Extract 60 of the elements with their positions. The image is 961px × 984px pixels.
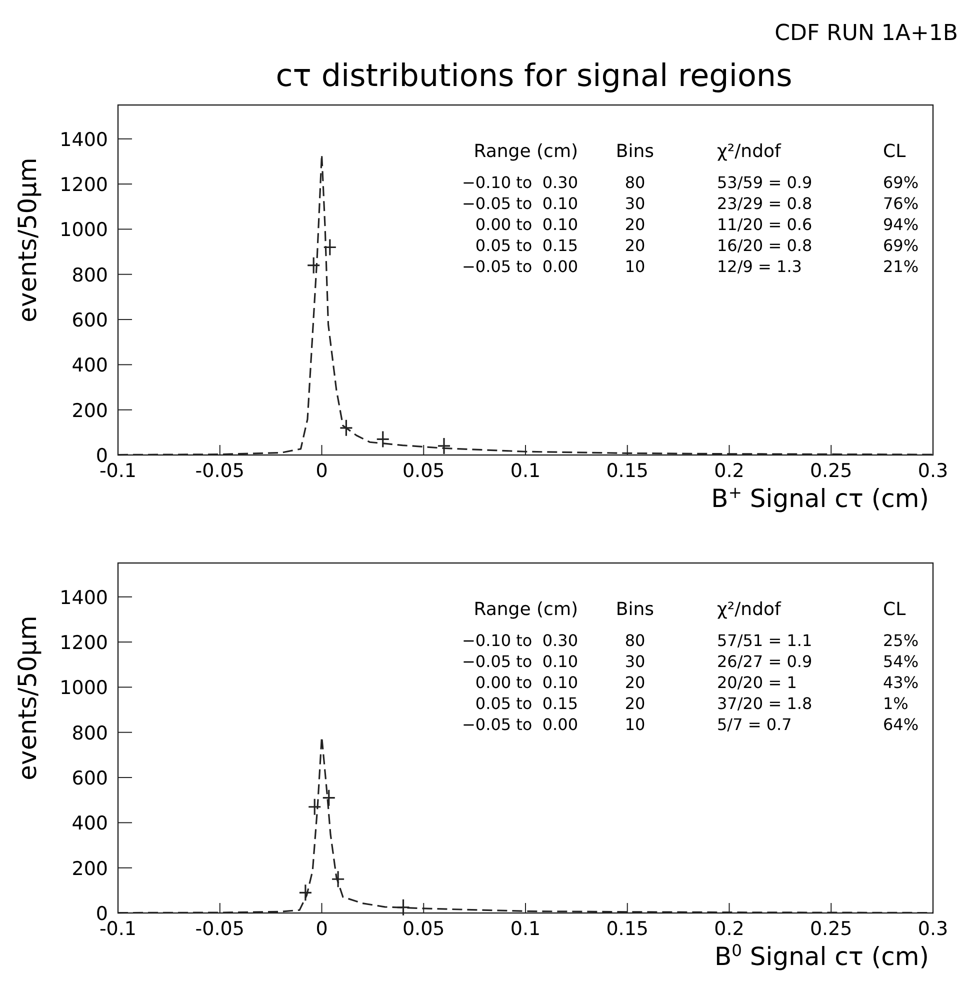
text: −0.05 to 0.00 10 5/7 = 0.7 64% (462, 715, 919, 734)
y-tick-label: 0 (96, 445, 108, 467)
point (376, 430, 390, 448)
y-tick-label: 800 (72, 722, 108, 744)
x-tick-label: 0.05 (402, 460, 445, 482)
x-tick-label: 0 (316, 918, 328, 940)
y-tick-label: 1000 (60, 677, 108, 700)
point (323, 238, 337, 256)
text: 0.05 to 0.15 20 16/20 = 0.8 69% (475, 236, 919, 255)
text: −0.10 to 0.30 80 57/51 = 1.1 25% (462, 631, 919, 650)
chart-title: cτ distributions for signal regions (276, 58, 792, 94)
x-tick-label: 0.2 (714, 918, 744, 940)
x-tick-label: 0.25 (810, 460, 852, 482)
x-axis-title: B$^{0}$ Signal cτ (cm) (714, 940, 929, 971)
y-tick-label: 600 (72, 768, 108, 790)
point (298, 884, 312, 902)
y-axis-title: events/50μm (13, 158, 42, 322)
x-axis-title: B$^{+}$ Signal cτ (cm) (711, 482, 929, 513)
x-tick-label: 0.05 (402, 918, 445, 940)
y-tick-label: 200 (72, 400, 108, 422)
y-axis-title: events/50μm (13, 616, 42, 780)
x-tick-label: -0.05 (195, 460, 244, 482)
y-tick-label: 1400 (60, 586, 108, 609)
text: Range (cm) Bins χ²/ndof CL (474, 599, 906, 620)
text: 0.05 to 0.15 20 37/20 = 1.8 1% (475, 694, 908, 713)
y-tick-label: 600 (72, 310, 108, 332)
text: −0.05 to 0.10 30 23/29 = 0.8 76% (462, 194, 919, 213)
y-tick-label: 400 (72, 812, 108, 835)
x-tick-label: 0 (316, 460, 328, 482)
point (339, 419, 353, 437)
point (306, 256, 320, 274)
chart-subtitle: CDF RUN 1A+1B (774, 21, 958, 46)
x-tick-label: 0.1 (510, 460, 541, 482)
y-tick-label: 1400 (60, 128, 108, 151)
text: 0.00 to 0.10 20 20/20 = 1 43% (475, 673, 919, 692)
x-tick-label: 0.25 (810, 918, 852, 940)
point (396, 898, 410, 916)
point (437, 437, 451, 455)
point (331, 870, 345, 888)
y-tick-label: 200 (72, 858, 108, 880)
y-tick-label: 400 (72, 354, 108, 377)
text: Range (cm) Bins χ²/ndof CL (474, 141, 906, 162)
text: −0.10 to 0.30 80 53/59 = 0.9 69% (462, 173, 919, 192)
x-tick-label: 0.3 (918, 460, 948, 482)
text: −0.05 to 0.10 30 26/27 = 0.9 54% (462, 652, 919, 671)
y-tick-label: 1200 (60, 632, 108, 654)
y-tick-label: 1000 (60, 219, 108, 242)
x-tick-label: 0.15 (606, 918, 649, 940)
y-tick-label: 800 (72, 264, 108, 286)
point (308, 798, 322, 816)
point (322, 789, 336, 807)
x-tick-label: 0.3 (918, 918, 948, 940)
x-tick-label: -0.05 (195, 918, 244, 940)
text: 0.00 to 0.10 20 11/20 = 0.6 94% (475, 215, 919, 234)
x-tick-label: 0.2 (714, 460, 744, 482)
x-tick-label: 0.15 (606, 460, 649, 482)
text: −0.05 to 0.00 10 12/9 = 1.3 21% (462, 257, 919, 276)
x-tick-label: 0.1 (510, 918, 541, 940)
y-tick-label: 0 (96, 903, 108, 925)
y-tick-label: 1200 (60, 174, 108, 196)
